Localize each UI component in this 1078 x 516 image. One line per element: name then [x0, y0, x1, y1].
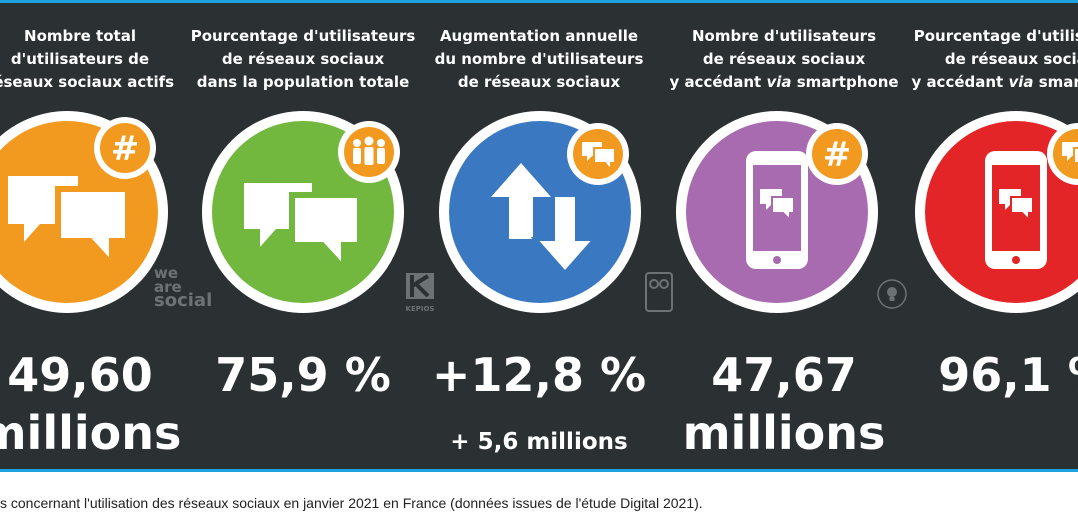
heading-line: Pourcentage d'utilisateurs — [913, 27, 1078, 45]
svg-text:#: # — [823, 135, 852, 175]
stat-circle — [439, 111, 641, 313]
people-icon — [338, 121, 400, 183]
stat-circle — [202, 111, 404, 313]
logo-text: we — [154, 264, 179, 282]
heading-line: Nombre d'utilisateurs — [691, 27, 877, 45]
stat-circle: # — [676, 111, 878, 313]
owl-icon — [645, 272, 673, 312]
logo-text: KEPIOS — [405, 305, 435, 313]
heading-line: réseaux sociaux actifs — [0, 73, 175, 91]
heading-line: Pourcentage d'utilisateurs — [190, 27, 416, 45]
heading-line: de réseaux sociaux — [702, 50, 866, 68]
infographic-panel: Nombre total d'utilisateurs de réseaux s… — [0, 0, 1078, 472]
speech-bubbles-icon — [244, 183, 363, 277]
stat-heading: Nombre total d'utilisateurs de réseaux s… — [0, 25, 200, 94]
heading-line: de réseaux sociaux — [221, 50, 385, 68]
heading-line: y accédant via smartphone — [669, 73, 899, 91]
heading-line: dans la population totale — [196, 73, 410, 91]
stat-value-unit: millions — [0, 406, 182, 460]
stat-value: 96,1 % — [938, 348, 1078, 402]
heading-line: d'utilisateurs de — [10, 50, 150, 68]
heading-line: Augmentation annuelle — [439, 27, 639, 45]
heading-line: y accédant via smartphone — [911, 73, 1078, 91]
speech-bubbles-icon — [567, 123, 629, 185]
stat-circle: # — [0, 111, 168, 313]
hashtag-icon: # — [94, 117, 156, 179]
heading-line: du nombre d'utilisateurs — [434, 50, 644, 68]
smartphone-icon — [746, 151, 808, 269]
kepios-logo: KEPIOS — [403, 271, 437, 313]
heading-line: de réseaux sociaux — [944, 50, 1078, 68]
stat-circle — [915, 111, 1078, 313]
stat-value-unit: millions — [682, 406, 886, 460]
kepios-mark-icon — [406, 273, 434, 299]
stat-smartphone-percentage: Pourcentage d'utilisateurs de réseaux so… — [906, 3, 1078, 469]
up-down-arrows-icon — [491, 163, 600, 277]
stat-total-users: Nombre total d'utilisateurs de réseaux s… — [0, 3, 200, 469]
stat-annual-growth: Augmentation annuelle du nombre d'utilis… — [419, 3, 659, 469]
stat-value: +12,8 % — [431, 348, 647, 402]
stat-heading: Pourcentage d'utilisateurs de réseaux so… — [906, 25, 1078, 94]
stat-heading: Pourcentage d'utilisateurs de réseaux so… — [183, 25, 423, 94]
logo-text: social — [154, 290, 213, 311]
stat-value: 49,60 — [7, 348, 153, 402]
speech-bubbles-icon — [8, 176, 131, 273]
smartphone-icon — [985, 151, 1047, 269]
stat-heading: Augmentation annuelle du nombre d'utilis… — [419, 25, 659, 94]
svg-text:#: # — [111, 129, 140, 169]
heading-line: Nombre total — [24, 27, 136, 45]
we-are-social-logo: we are social — [154, 264, 213, 311]
stat-value-detail: + 5,6 millions — [450, 429, 628, 455]
figure-caption: s concernant l'utilisation des réseaux s… — [0, 495, 703, 511]
heading-line: de réseaux sociaux — [457, 73, 621, 91]
hashtag-icon: # — [806, 123, 868, 185]
stat-value: 75,9 % — [215, 348, 391, 402]
lightbulb-icon — [877, 279, 907, 309]
stat-population-percentage: Pourcentage d'utilisateurs de réseaux so… — [183, 3, 423, 469]
hootsuite-owl-logo — [644, 271, 674, 317]
stat-value: 47,67 — [711, 348, 857, 402]
stat-smartphone-users: Nombre d'utilisateurs de réseaux sociaux… — [664, 3, 904, 469]
logo-text: are — [154, 278, 182, 296]
stat-heading: Nombre d'utilisateurs de réseaux sociaux… — [664, 25, 904, 94]
speech-bubbles-icon — [1047, 123, 1078, 185]
lightbulb-logo — [876, 278, 908, 314]
